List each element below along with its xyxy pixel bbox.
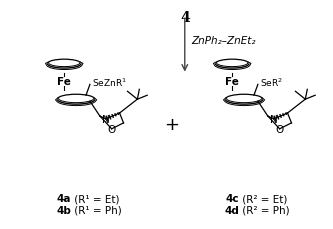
Text: O: O: [108, 124, 116, 134]
Text: (R² = Ph): (R² = Ph): [239, 205, 290, 215]
Text: (R¹ = Ph): (R¹ = Ph): [71, 205, 122, 215]
Text: (R² = Et): (R² = Et): [239, 193, 287, 203]
Text: SeR$^2$: SeR$^2$: [260, 76, 283, 88]
Text: N: N: [102, 114, 110, 124]
Text: ZnPh₂–ZnEt₂: ZnPh₂–ZnEt₂: [192, 36, 256, 46]
Text: O: O: [275, 124, 284, 134]
Text: +: +: [165, 115, 179, 133]
Text: 4d: 4d: [224, 205, 239, 215]
Text: N: N: [270, 114, 278, 124]
Text: 4a: 4a: [57, 193, 71, 203]
Text: 4b: 4b: [56, 205, 71, 215]
Text: SeZnR$^1$: SeZnR$^1$: [92, 76, 127, 88]
Text: (R¹ = Et): (R¹ = Et): [71, 193, 120, 203]
Text: Fe: Fe: [225, 77, 239, 87]
Text: 4: 4: [180, 11, 190, 25]
Text: 4c: 4c: [225, 193, 239, 203]
Text: Fe: Fe: [57, 77, 71, 87]
